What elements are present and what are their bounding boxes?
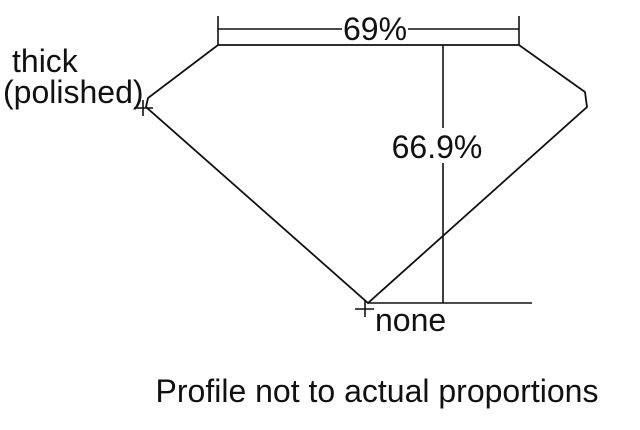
table-width-percentage: 69%: [343, 11, 407, 47]
depth-percentage: 66.9%: [392, 129, 483, 165]
girdle-label-line2: (polished): [3, 74, 144, 110]
caption: Profile not to actual proportions: [156, 373, 599, 409]
girdle-marker-plus-icon: [134, 100, 153, 116]
diamond-outline: [145, 44, 588, 305]
culet-label: none: [375, 302, 446, 338]
girdle-label-line1: thick: [12, 43, 79, 79]
culet-marker-plus-icon: [355, 300, 374, 317]
